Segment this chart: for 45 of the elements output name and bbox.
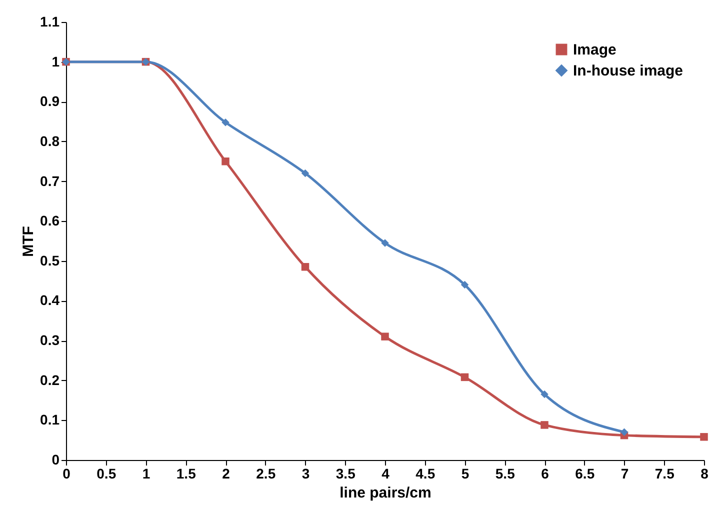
y-tick-label: 1.1 — [40, 14, 60, 30]
point — [460, 373, 469, 382]
x-tick-label: 5 — [461, 466, 470, 482]
x-tick-label: 2 — [222, 466, 230, 482]
x-tick-label: 1.5 — [176, 466, 196, 482]
point — [381, 332, 389, 340]
y-axis-title: MTF — [20, 226, 38, 257]
point — [222, 157, 230, 166]
y-tick-label: 0.9 — [40, 93, 60, 110]
y-tick-label: 0.1 — [40, 412, 60, 428]
x-tick-label: 7.5 — [654, 466, 675, 482]
x-axis-title: line pairs/cm — [340, 484, 432, 502]
point — [540, 421, 548, 429]
x-tick-label: 7 — [620, 466, 629, 482]
point — [301, 263, 310, 271]
x-tick-label: 5.5 — [495, 466, 516, 482]
y-tick-label: 0.3 — [40, 332, 60, 348]
y-tick-label: 0.2 — [40, 372, 60, 388]
legend-label: In-house image — [573, 62, 684, 80]
x-tick-label: 3 — [302, 466, 310, 482]
x-tick-label: 4 — [382, 466, 390, 482]
point — [460, 280, 469, 289]
y-tick-label: 0.8 — [40, 132, 60, 149]
x-tick-label: 3.5 — [336, 466, 356, 482]
x-tick-label: 0.5 — [96, 466, 116, 482]
y-tick-label: 0.6 — [40, 212, 60, 229]
x-tick-label: 4.5 — [416, 466, 436, 482]
point — [540, 390, 548, 398]
point — [381, 239, 389, 247]
x-tick-label: 6 — [541, 466, 550, 482]
x-tick-label: 0 — [62, 466, 71, 482]
y-tick-label: 0.4 — [40, 292, 60, 308]
x-tick-label: 6.5 — [575, 466, 595, 482]
point — [222, 118, 230, 126]
point — [620, 428, 628, 436]
x-tick-label: 8 — [700, 466, 709, 482]
y-tick-label: 0.7 — [40, 172, 60, 189]
y-tick-label: 1 — [52, 53, 60, 70]
x-tick-label: 2.5 — [256, 466, 276, 482]
x-tick-label: 1 — [142, 466, 150, 482]
y-tick-label: 0.5 — [40, 252, 60, 268]
point — [700, 433, 708, 441]
y-tick-label: 0 — [52, 452, 60, 468]
point — [301, 169, 310, 178]
legend-label: Image — [573, 42, 616, 58]
